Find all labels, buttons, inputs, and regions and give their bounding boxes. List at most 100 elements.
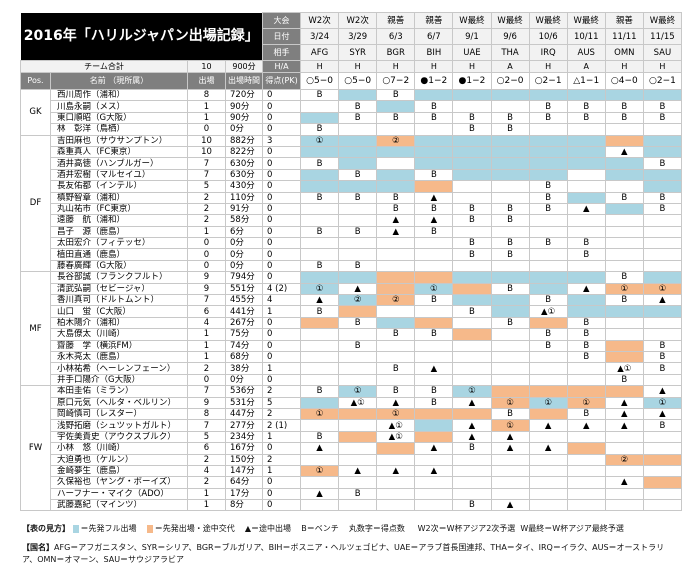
match-cell — [300, 396, 340, 409]
match-cell: ① — [566, 396, 606, 409]
match-cell — [376, 476, 416, 489]
match-cell: B — [490, 248, 530, 261]
player-name: 金崎夢生（鹿島） — [50, 464, 188, 478]
match-cell: ① — [300, 282, 340, 296]
col-name: 名前 （現所属） — [50, 72, 188, 90]
match-competition: W最終 — [452, 12, 492, 29]
match-cell — [528, 271, 568, 284]
player-name: 清武弘嗣（セビージャ） — [50, 282, 188, 296]
player-apps: 1 — [187, 499, 226, 512]
player-minutes: 0分 — [224, 248, 264, 261]
match-cell: B — [642, 100, 682, 113]
match-cell: B — [528, 100, 568, 113]
player-minutes: 6分 — [224, 225, 264, 239]
match-cell: B — [414, 385, 454, 398]
team-total-minutes: 900分 — [224, 60, 264, 73]
match-cell — [642, 305, 682, 318]
match-cell — [300, 362, 340, 375]
player-row: DF 吉田麻也（サウサンプトン） 10 882分 3 ① ② — [20, 134, 682, 273]
match-cell — [414, 305, 454, 318]
player-apps: 7 — [187, 157, 226, 170]
team-total-label: チーム合計 — [20, 60, 188, 73]
player-goals: 0 — [262, 248, 302, 261]
match-competition: W2次 — [338, 12, 378, 29]
match-cell — [338, 407, 378, 421]
match-competition: 親善 — [604, 12, 644, 29]
player-apps: 4 — [187, 464, 226, 478]
match-cell — [642, 214, 682, 227]
match-cell — [604, 225, 644, 239]
match-cell: ① — [300, 464, 340, 478]
match-cell: ▲ — [414, 442, 454, 455]
match-cell — [452, 191, 492, 204]
match-cell — [414, 407, 454, 421]
match-cell — [604, 487, 644, 501]
match-cell: B — [642, 202, 682, 216]
player-row: 大迫勇也（ケルン） 2 150分 2 ② — [21, 453, 682, 466]
player-minutes: 150分 — [224, 453, 264, 466]
match-cell: ▲ — [604, 476, 644, 489]
match-cell: B — [528, 202, 568, 216]
match-cell: B — [566, 316, 606, 330]
match-cell — [566, 464, 606, 478]
match-cell — [490, 350, 530, 364]
match-cell: B — [338, 111, 378, 125]
match-opponent: OMN — [604, 44, 644, 61]
match-cell — [528, 464, 568, 478]
match-cell — [452, 453, 492, 466]
player-row: 酒井高徳（ハンブルガー） 7 630分 0 B B — [21, 157, 682, 170]
match-cell — [376, 282, 416, 296]
match-cell — [566, 191, 606, 204]
player-row: 武藤嘉紀（マインツ） 1 8分 0 B ▲ — [21, 499, 682, 512]
match-cell — [376, 271, 416, 284]
match-cell: B — [642, 362, 682, 375]
player-minutes: 17分 — [224, 487, 264, 501]
match-cell — [452, 476, 492, 489]
match-cell: ① — [642, 396, 682, 409]
match-cell: B — [642, 111, 682, 125]
player-apps: 9 — [187, 396, 226, 409]
match-competition: 親善 — [376, 12, 416, 29]
match-cell — [490, 294, 530, 307]
match-cell: ▲ — [604, 396, 644, 409]
full-start-swatch — [72, 524, 79, 533]
player-name: 植田直通（鹿島） — [50, 248, 188, 261]
match-cell: B — [490, 282, 530, 296]
player-row: 小林祐希（ヘーレンフェーン） 2 38分 1 B ▲ ▲① B — [21, 362, 682, 375]
match-cell: B — [566, 350, 606, 364]
match-cell: B — [452, 237, 492, 250]
match-cell: ▲ — [376, 396, 416, 409]
match-home-away: H — [300, 60, 340, 73]
match-cell — [414, 134, 454, 147]
match-cell — [604, 259, 644, 273]
match-cell — [300, 339, 340, 353]
match-cell — [566, 180, 606, 193]
country-list: AFG＝アフガニスタン、SYR＝シリア、BGR＝ブルガリア、BIH＝ボスニア・ヘ… — [22, 543, 665, 564]
player-goals: 0 — [262, 373, 302, 387]
col-goals: 得点(PK) — [262, 72, 302, 90]
match-cell — [604, 430, 644, 444]
player-goals: 0 — [262, 259, 302, 273]
position-group: DF — [20, 134, 51, 273]
match-cell — [300, 237, 340, 250]
match-competition: W最終 — [528, 12, 568, 29]
match-cell — [490, 100, 530, 113]
match-cell — [528, 373, 568, 387]
match-cell — [490, 453, 530, 466]
match-cell: ① — [300, 407, 340, 421]
player-apps: 7 — [187, 294, 226, 307]
match-cell — [604, 214, 644, 227]
match-cell: ▲ — [414, 191, 454, 204]
match-cell — [604, 339, 644, 353]
label-date: 日付 — [262, 28, 302, 45]
match-cell — [642, 145, 682, 159]
match-cell: ① — [452, 385, 492, 398]
player-goals: 2 (1) — [262, 419, 302, 432]
match-cell — [376, 442, 416, 455]
header-row-competition: 2016年「ハリルジャパン出場記録」 大会 W2次 W2次 親善 親善 W最終 W最終 W最… — [20, 12, 682, 61]
match-cell: ▲ — [566, 282, 606, 296]
match-cell: ② — [376, 134, 416, 147]
player-row: 清武弘嗣（セビージャ） 9 551分 4 (2) ① ▲ ① B ▲ ① ① — [21, 282, 682, 296]
match-cell — [566, 88, 606, 102]
legend: 【表の見方】 ＝先発フル出場 ＝先発出場・途中交代 ▲＝途中出場 B＝ベンチ 丸… — [22, 523, 624, 534]
